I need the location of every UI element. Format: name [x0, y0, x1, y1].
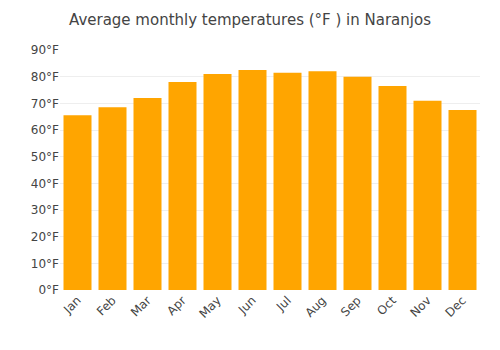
svg-text:Jun: Jun — [235, 293, 259, 317]
svg-text:Average monthly temperatures (: Average monthly temperatures (°F ) in Na… — [69, 11, 431, 29]
svg-text:Feb: Feb — [94, 293, 119, 318]
svg-text:Nov: Nov — [407, 293, 433, 319]
svg-text:20°F: 20°F — [31, 230, 59, 244]
svg-text:Jul: Jul — [273, 293, 294, 314]
svg-text:10°F: 10°F — [31, 257, 59, 271]
svg-text:70°F: 70°F — [31, 97, 59, 111]
svg-text:Aug: Aug — [302, 293, 328, 319]
svg-text:Apr: Apr — [164, 293, 189, 318]
svg-text:Oct: Oct — [374, 293, 399, 318]
svg-text:0°F: 0°F — [38, 283, 59, 297]
svg-text:80°F: 80°F — [31, 70, 59, 84]
svg-text:Mar: Mar — [128, 293, 154, 319]
svg-text:May: May — [196, 293, 223, 320]
svg-text:60°F: 60°F — [31, 123, 59, 137]
svg-text:90°F: 90°F — [31, 43, 59, 57]
svg-text:40°F: 40°F — [31, 177, 59, 191]
svg-text:Sep: Sep — [338, 293, 364, 319]
svg-text:50°F: 50°F — [31, 150, 59, 164]
svg-text:Jan: Jan — [60, 293, 84, 317]
svg-text:Dec: Dec — [443, 293, 469, 319]
svg-text:30°F: 30°F — [31, 203, 59, 217]
